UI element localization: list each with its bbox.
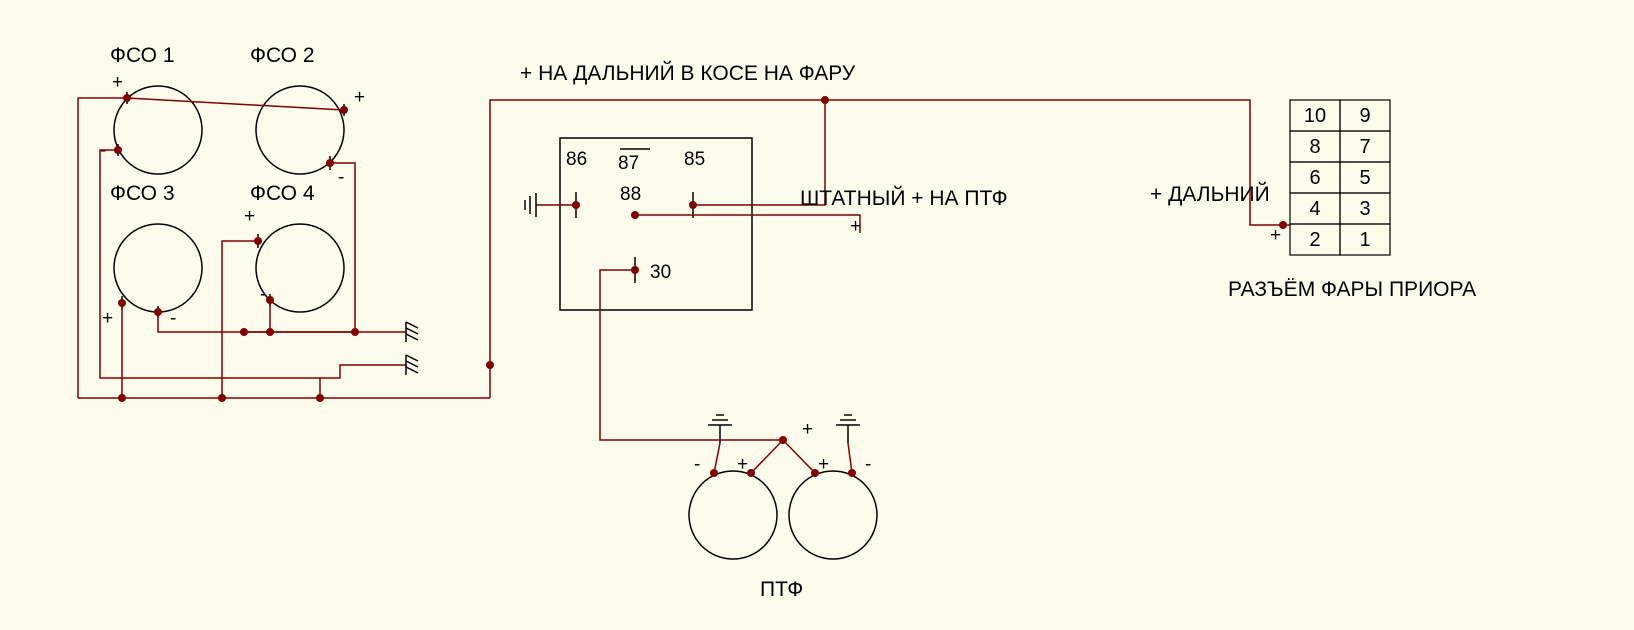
fso-pins <box>118 92 344 318</box>
conn-7: 7 <box>1359 136 1370 158</box>
ptf-right-circle <box>789 471 877 559</box>
wiring-diagram: ФСО 1 ФСО 2 ФСО 3 ФСО 4 + - + - + - + - <box>0 0 1634 630</box>
relay-pin-87: 87 <box>618 153 639 174</box>
fso-plus-wires <box>78 94 494 402</box>
conn-2: 2 <box>1309 229 1320 251</box>
ptf-left-minus: - <box>694 454 700 475</box>
ptf-label: ПТФ <box>760 578 803 601</box>
ptf-ground-left <box>708 415 732 443</box>
ptf-group: ПТФ - + + - <box>689 436 877 601</box>
fso-2-label: ФСО 2 <box>250 44 315 67</box>
stock-ptf-label: ШТАТНЫЙ + НА ПТФ <box>800 186 1008 210</box>
fso-1-plus: + <box>112 72 123 93</box>
stock-ptf-plus: + <box>850 216 861 237</box>
conn-4: 4 <box>1309 198 1320 220</box>
ptf-plus-top: + <box>802 419 813 440</box>
fso-3-minus: - <box>170 308 176 329</box>
ptf-right-plus: + <box>818 454 829 475</box>
conn-8: 8 <box>1309 136 1320 158</box>
fso-4-minus: - <box>260 284 266 305</box>
ptf-ground-right <box>836 415 860 443</box>
relay-pin-86: 86 <box>566 149 587 170</box>
ground-fso-2 <box>406 355 418 375</box>
highbeam-label: + ДАЛЬНИЙ <box>1150 182 1270 206</box>
ground-fso-1 <box>406 322 418 342</box>
highbeam-wire <box>490 96 1290 398</box>
connector-plus: + <box>1270 225 1281 246</box>
fso-3-circle <box>114 224 202 312</box>
highbeam-harness-label: + НА ДАЛЬНИЙ В КОСЕ НА ФАРУ <box>520 61 856 85</box>
wire-88-stock <box>635 215 860 233</box>
relay-pin-85: 85 <box>684 149 705 170</box>
ptf-right-minus: - <box>865 454 871 475</box>
fso-1-label: ФСО 1 <box>110 44 175 67</box>
fso-2-plus: + <box>354 87 365 108</box>
conn-5: 5 <box>1359 167 1370 189</box>
fso-4-label: ФСО 4 <box>250 182 315 205</box>
relay-ground <box>525 193 576 217</box>
fso-3-label: ФСО 3 <box>110 182 175 205</box>
relay: 86 87 85 88 30 <box>560 138 752 310</box>
fso-3-plus: + <box>102 308 113 329</box>
connector-label: РАЗЪЁМ ФАРЫ ПРИОРА <box>1228 278 1476 301</box>
fso-2-minus: - <box>338 167 344 188</box>
relay-pin-88: 88 <box>620 184 641 205</box>
conn-9: 9 <box>1359 105 1370 127</box>
fso-group: ФСО 1 ФСО 2 ФСО 3 ФСО 4 + - + - + - + - <box>100 44 365 329</box>
ptf-left-plus: + <box>737 454 748 475</box>
conn-10: 10 <box>1304 105 1326 127</box>
relay-pin-30: 30 <box>650 262 671 283</box>
conn-6: 6 <box>1309 167 1320 189</box>
conn-1: 1 <box>1359 229 1370 251</box>
fso-4-plus: + <box>244 206 255 227</box>
ptf-left-circle <box>689 471 777 559</box>
conn-3: 3 <box>1359 198 1370 220</box>
wire-30-ptf <box>600 270 783 440</box>
